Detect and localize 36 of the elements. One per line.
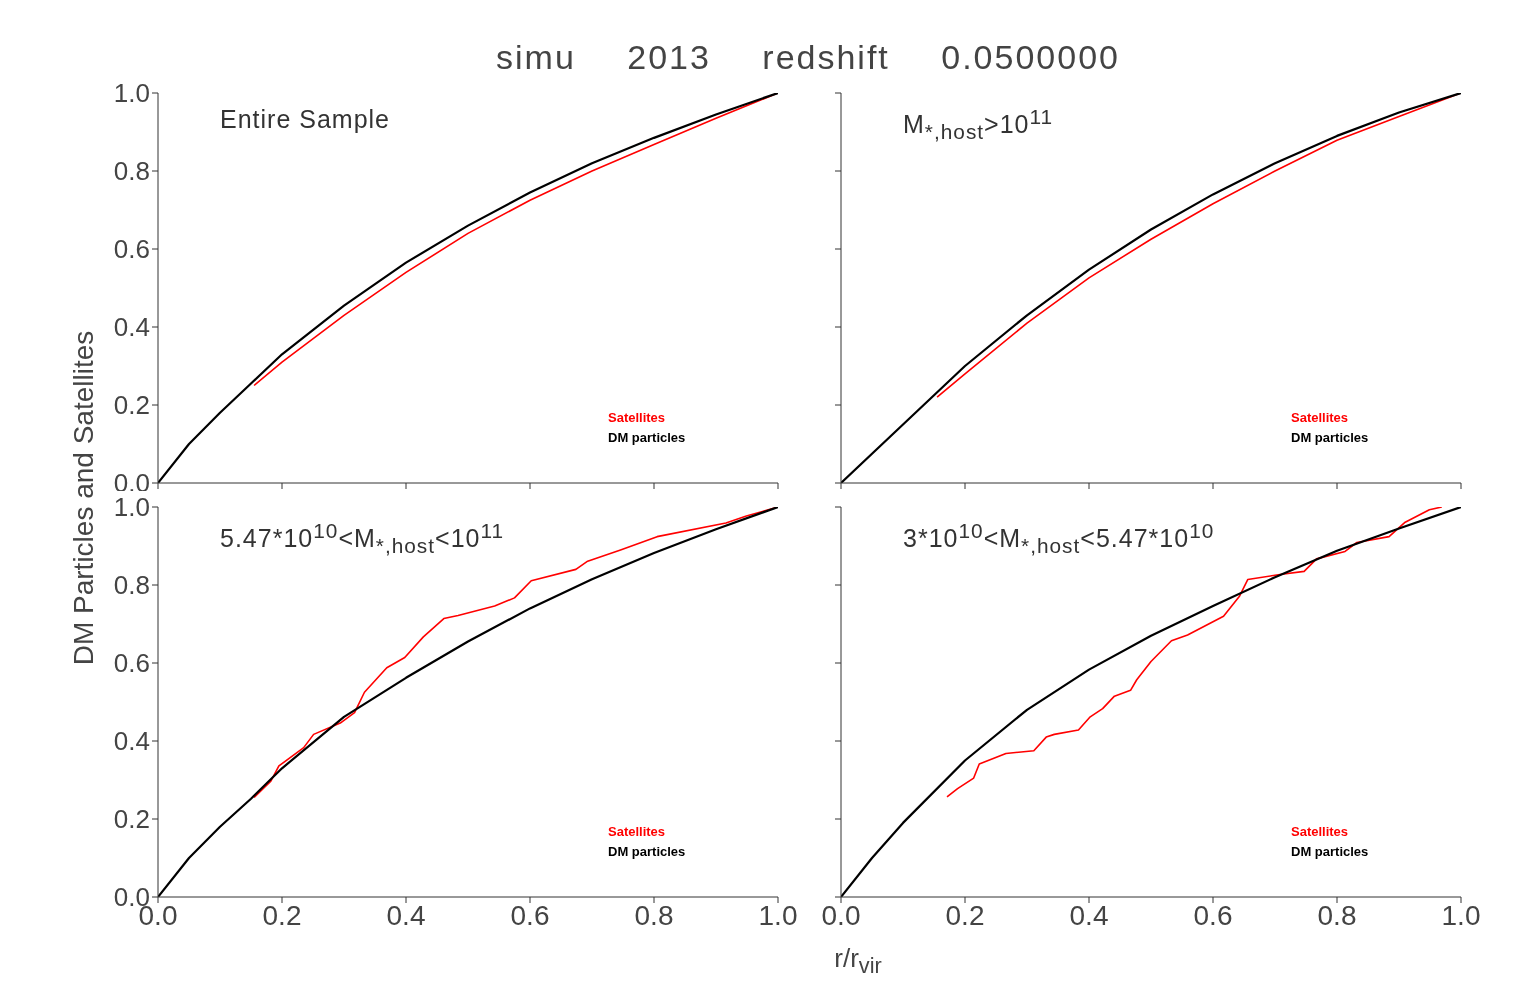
x-tick-label: 0.8 <box>1317 899 1357 931</box>
x-tick-label: 0.4 <box>386 899 426 931</box>
text: DM particles <box>1291 843 1369 861</box>
y-tick-label: 0.8 <box>113 156 150 187</box>
y-tick-label: 0.4 <box>113 726 150 757</box>
annotation: Entire Sample <box>220 105 391 134</box>
text: DM particles <box>608 843 686 861</box>
y-tick-label: 0.8 <box>113 570 150 601</box>
y-tick-label: 0.2 <box>113 390 150 421</box>
x-axis-title: r/r$_{vir}$ <box>833 943 883 980</box>
text: Satellites <box>608 823 667 841</box>
y-tick-label: 0.2 <box>113 804 150 835</box>
annotation: 5.47*10$^{10}$<M$_{*,host}$<10$^{11}$ <box>220 519 505 559</box>
text: Satellites <box>1291 823 1350 841</box>
x-tick-label: 0.2 <box>262 899 302 931</box>
y-tick-label: 0.6 <box>113 234 150 265</box>
y-tick-label: 1.0 <box>113 78 150 109</box>
annotation: 3*10$^{10}$<M$_{*,host}$<5.47*10$^{10}$ <box>903 519 1215 559</box>
y-tick-label: 1.0 <box>113 492 150 523</box>
text: Satellites <box>608 409 667 427</box>
text: DM particles <box>1291 429 1369 447</box>
x-tick-label: 1.0 <box>758 899 798 931</box>
x-tick-label: 0.6 <box>510 899 550 931</box>
x-tick-label: 0.2 <box>945 899 985 931</box>
x-tick-label: 1.0 <box>1441 899 1481 931</box>
y-tick-label: 0.6 <box>113 648 150 679</box>
x-tick-label: 0.4 <box>1069 899 1109 931</box>
y-axis-title: DM Particles and Satellites <box>68 330 100 666</box>
x-tick-label: 0.0 <box>821 899 861 931</box>
y-tick-label: 0.4 <box>113 312 150 343</box>
chart-title: simu 2013 redshift 0.0500000 <box>495 38 1121 77</box>
x-tick-label: 0.6 <box>1193 899 1233 931</box>
text: DM particles <box>608 429 686 447</box>
x-tick-label: 0.8 <box>634 899 674 931</box>
text: Satellites <box>1291 409 1350 427</box>
annotation: M$_{*,host}$>10$^{11}$ <box>903 105 1054 145</box>
